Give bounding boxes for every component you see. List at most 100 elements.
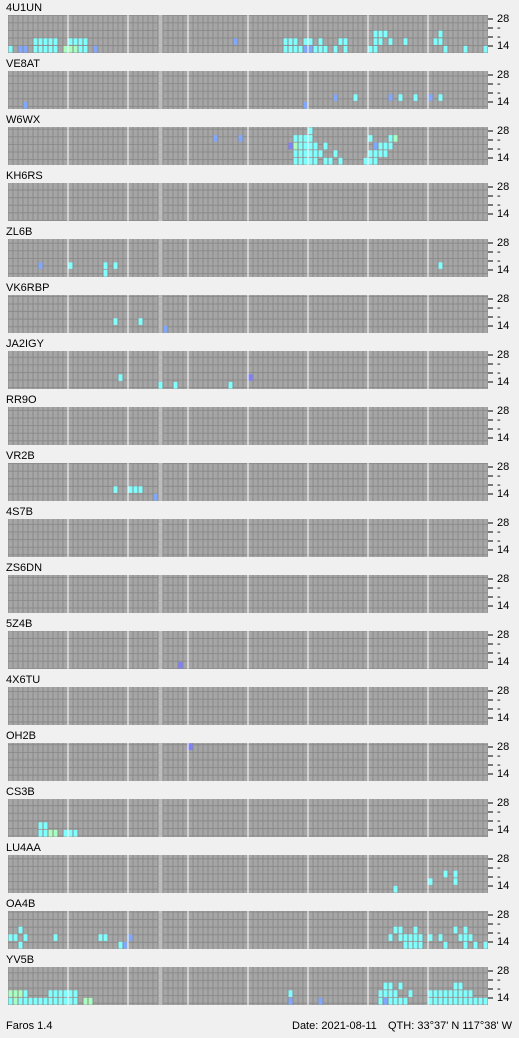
beacon-hit bbox=[103, 262, 108, 269]
beacon-hit bbox=[68, 829, 73, 837]
beacon-hit bbox=[483, 997, 488, 1005]
band-label: - bbox=[497, 535, 501, 547]
beacon-hit bbox=[413, 926, 418, 934]
beacon-hit bbox=[388, 135, 393, 142]
beacon-hit bbox=[483, 941, 488, 949]
band-label: - bbox=[497, 31, 501, 43]
beacon-hit bbox=[173, 381, 178, 389]
beacon-hit bbox=[453, 878, 458, 885]
current-time-column bbox=[158, 967, 163, 1005]
band-label: 14 bbox=[497, 488, 509, 500]
station-name: W6WX bbox=[6, 114, 41, 126]
station-name: LU4AA bbox=[6, 842, 42, 854]
beacon-hit bbox=[428, 997, 433, 1005]
beacon-hit bbox=[18, 990, 23, 997]
beacon-hit bbox=[438, 990, 443, 997]
beacon-hit bbox=[453, 870, 458, 878]
beacon-hit bbox=[458, 997, 463, 1005]
current-time-column bbox=[158, 15, 163, 53]
band-label: 28 bbox=[497, 461, 509, 473]
band-label: - bbox=[497, 255, 501, 267]
beacon-hit bbox=[53, 829, 58, 837]
band-label: 14 bbox=[497, 824, 509, 836]
beacon-hit bbox=[303, 142, 308, 150]
beacon-hit bbox=[288, 990, 293, 997]
beacon-hit bbox=[333, 94, 338, 101]
beacon-hit bbox=[463, 45, 468, 53]
station-name: ZL6B bbox=[6, 226, 32, 238]
beacon-hit bbox=[403, 941, 408, 949]
beacon-hit bbox=[138, 486, 143, 493]
band-label: 28 bbox=[497, 797, 509, 809]
beacon-hit bbox=[388, 990, 393, 997]
beacon-hit bbox=[303, 101, 308, 109]
beacon-hit bbox=[38, 45, 43, 53]
beacon-hit bbox=[48, 990, 53, 997]
beacon-hit bbox=[478, 997, 483, 1005]
beacon-hit bbox=[38, 38, 43, 45]
beacon-hit bbox=[303, 45, 308, 53]
beacon-hit bbox=[368, 45, 373, 53]
beacon-hit bbox=[8, 997, 13, 1005]
beacon-hit bbox=[113, 486, 118, 493]
station-name: 4S7B bbox=[6, 506, 33, 518]
band-label: - bbox=[497, 927, 501, 939]
beacon-hit bbox=[458, 990, 463, 997]
beacon-hit bbox=[383, 150, 388, 157]
beacon-hit bbox=[308, 38, 313, 45]
band-label: 14 bbox=[497, 880, 509, 892]
beacon-hit bbox=[33, 997, 38, 1005]
beacon-hit bbox=[18, 997, 23, 1005]
beacon-hit bbox=[448, 990, 453, 997]
beacon-hit bbox=[298, 135, 303, 142]
beacon-hit bbox=[8, 934, 13, 941]
beacon-hit bbox=[313, 157, 318, 165]
beacon-hit bbox=[388, 997, 393, 1005]
beacon-hit bbox=[13, 990, 18, 997]
band-label: 14 bbox=[497, 600, 509, 612]
beacon-hit bbox=[318, 45, 323, 53]
beacon-hit bbox=[18, 926, 23, 934]
band-label: - bbox=[497, 871, 501, 883]
band-label: 14 bbox=[497, 432, 509, 444]
band-label: - bbox=[497, 78, 501, 90]
beacon-hit bbox=[128, 486, 133, 493]
beacon-hit bbox=[463, 997, 468, 1005]
beacon-hit bbox=[373, 45, 378, 53]
beacon-hit bbox=[418, 941, 423, 949]
beacon-hit bbox=[333, 45, 338, 53]
beacon-hit bbox=[133, 486, 138, 493]
beacon-hit bbox=[68, 997, 73, 1005]
band-label: 14 bbox=[497, 152, 509, 164]
beacon-hit bbox=[28, 997, 33, 1005]
band-label: 14 bbox=[497, 712, 509, 724]
beacon-hit bbox=[58, 997, 63, 1005]
beacon-hit bbox=[388, 934, 393, 941]
beacon-hit bbox=[443, 45, 448, 53]
current-time-column bbox=[158, 71, 163, 109]
beacon-hit bbox=[48, 38, 53, 45]
app-version: Faros 1.4 bbox=[6, 1020, 52, 1032]
beacon-hit bbox=[458, 934, 463, 941]
beacon-hit bbox=[388, 982, 393, 990]
beacon-hit bbox=[293, 45, 298, 53]
beacon-hit bbox=[288, 45, 293, 53]
beacon-hit bbox=[38, 829, 43, 837]
beacon-hit bbox=[68, 990, 73, 997]
current-time-column bbox=[158, 127, 163, 165]
beacon-hit bbox=[178, 661, 183, 669]
beacon-hit bbox=[158, 381, 163, 389]
beacon-hit bbox=[63, 990, 68, 997]
beacon-hit bbox=[438, 262, 443, 269]
station-name: VR2B bbox=[6, 450, 35, 462]
beacon-hit bbox=[213, 135, 218, 142]
station-name: YV5B bbox=[6, 954, 34, 966]
band-label: - bbox=[497, 983, 501, 995]
beacon-hit bbox=[228, 381, 233, 389]
beacon-hit bbox=[43, 45, 48, 53]
beacon-hit bbox=[453, 982, 458, 990]
beacon-hit bbox=[8, 45, 13, 53]
beacon-hit bbox=[43, 822, 48, 829]
beacon-hit bbox=[368, 150, 373, 157]
band-label: - bbox=[497, 862, 501, 874]
